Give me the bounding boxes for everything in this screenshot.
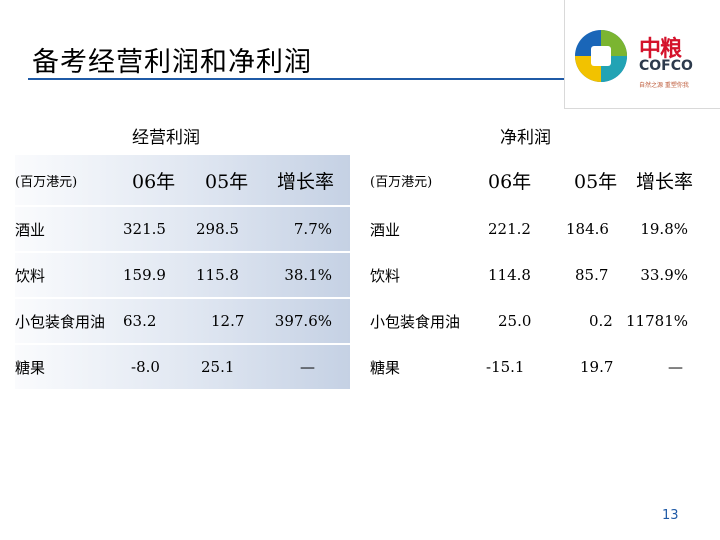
net-profit-heading: 净利润	[500, 128, 551, 148]
table-row: 酒业 221.2 184.6 19.8%	[370, 207, 700, 251]
value-06: 25.0	[498, 312, 532, 330]
value-06: 221.2	[488, 220, 531, 238]
value-06: 321.5	[123, 220, 166, 238]
table-row: 小包装食用油 25.0 0.2 11781%	[370, 299, 700, 343]
cofco-logo: 中粮 COFCO 自然之源 重塑你我	[564, 0, 720, 109]
cofco-logo-mark-icon	[575, 30, 627, 82]
row-label: 饮料	[15, 266, 46, 285]
column-header-06: 06年	[132, 170, 176, 193]
page-number: 13	[662, 508, 679, 523]
value-06: 63.2	[123, 312, 157, 330]
unit-label: (百万港元)	[15, 174, 78, 190]
value-05: 19.7	[580, 358, 614, 376]
table-row: 糖果 -15.1 19.7 —	[370, 345, 700, 389]
value-05: 0.2	[589, 312, 613, 330]
row-label: 糖果	[370, 358, 401, 377]
value-05: 115.8	[196, 266, 239, 284]
slide-title: 备考经营利润和净利润	[32, 47, 312, 78]
growth-value: 397.6%	[274, 312, 332, 330]
title-underline	[28, 78, 588, 80]
value-05: 25.1	[201, 358, 235, 376]
unit-label: (百万港元)	[370, 174, 433, 190]
table-header-row: (百万港元) 06年 05年 增长率	[15, 155, 350, 205]
table-header-row: (百万港元) 06年 05年 增长率	[370, 155, 700, 205]
growth-value: 19.8%	[640, 220, 688, 238]
value-06: -8.0	[131, 358, 160, 376]
row-label: 酒业	[370, 220, 401, 239]
growth-value: 38.1%	[284, 266, 332, 284]
row-label: 小包装食用油	[370, 312, 461, 331]
logo-slogan: 自然之源 重塑你我	[639, 82, 689, 89]
column-header-growth: 增长率	[636, 170, 694, 193]
column-header-growth: 增长率	[277, 170, 335, 193]
value-06: -15.1	[486, 358, 525, 376]
table-row: 酒业 321.5 298.5 7.7%	[15, 207, 350, 251]
row-label: 饮料	[370, 266, 401, 285]
growth-value: 33.9%	[640, 266, 688, 284]
column-header-05: 05年	[574, 170, 618, 193]
row-label: 糖果	[15, 358, 46, 377]
value-05: 298.5	[196, 220, 239, 238]
value-06: 159.9	[123, 266, 166, 284]
operating-profit-heading: 经营利润	[132, 128, 200, 148]
column-header-05: 05年	[205, 170, 249, 193]
growth-value: —	[668, 358, 683, 376]
table-row: 糖果 -8.0 25.1 —	[15, 345, 350, 389]
table-row: 小包装食用油 63.2 12.7 397.6%	[15, 299, 350, 343]
table-row: 饮料 159.9 115.8 38.1%	[15, 253, 350, 297]
row-label: 小包装食用油	[15, 312, 106, 331]
value-05: 12.7	[211, 312, 245, 330]
logo-brand-cn: 中粮	[639, 37, 682, 62]
logo-brand-en: COFCO	[639, 58, 693, 74]
value-05: 184.6	[566, 220, 609, 238]
growth-value: 7.7%	[293, 220, 332, 238]
column-header-06: 06年	[488, 170, 532, 193]
growth-value: —	[300, 358, 315, 376]
row-label: 酒业	[15, 220, 46, 239]
growth-value: 11781%	[626, 312, 688, 330]
table-row: 饮料 114.8 85.7 33.9%	[370, 253, 700, 297]
value-05: 85.7	[575, 266, 609, 284]
value-06: 114.8	[488, 266, 531, 284]
